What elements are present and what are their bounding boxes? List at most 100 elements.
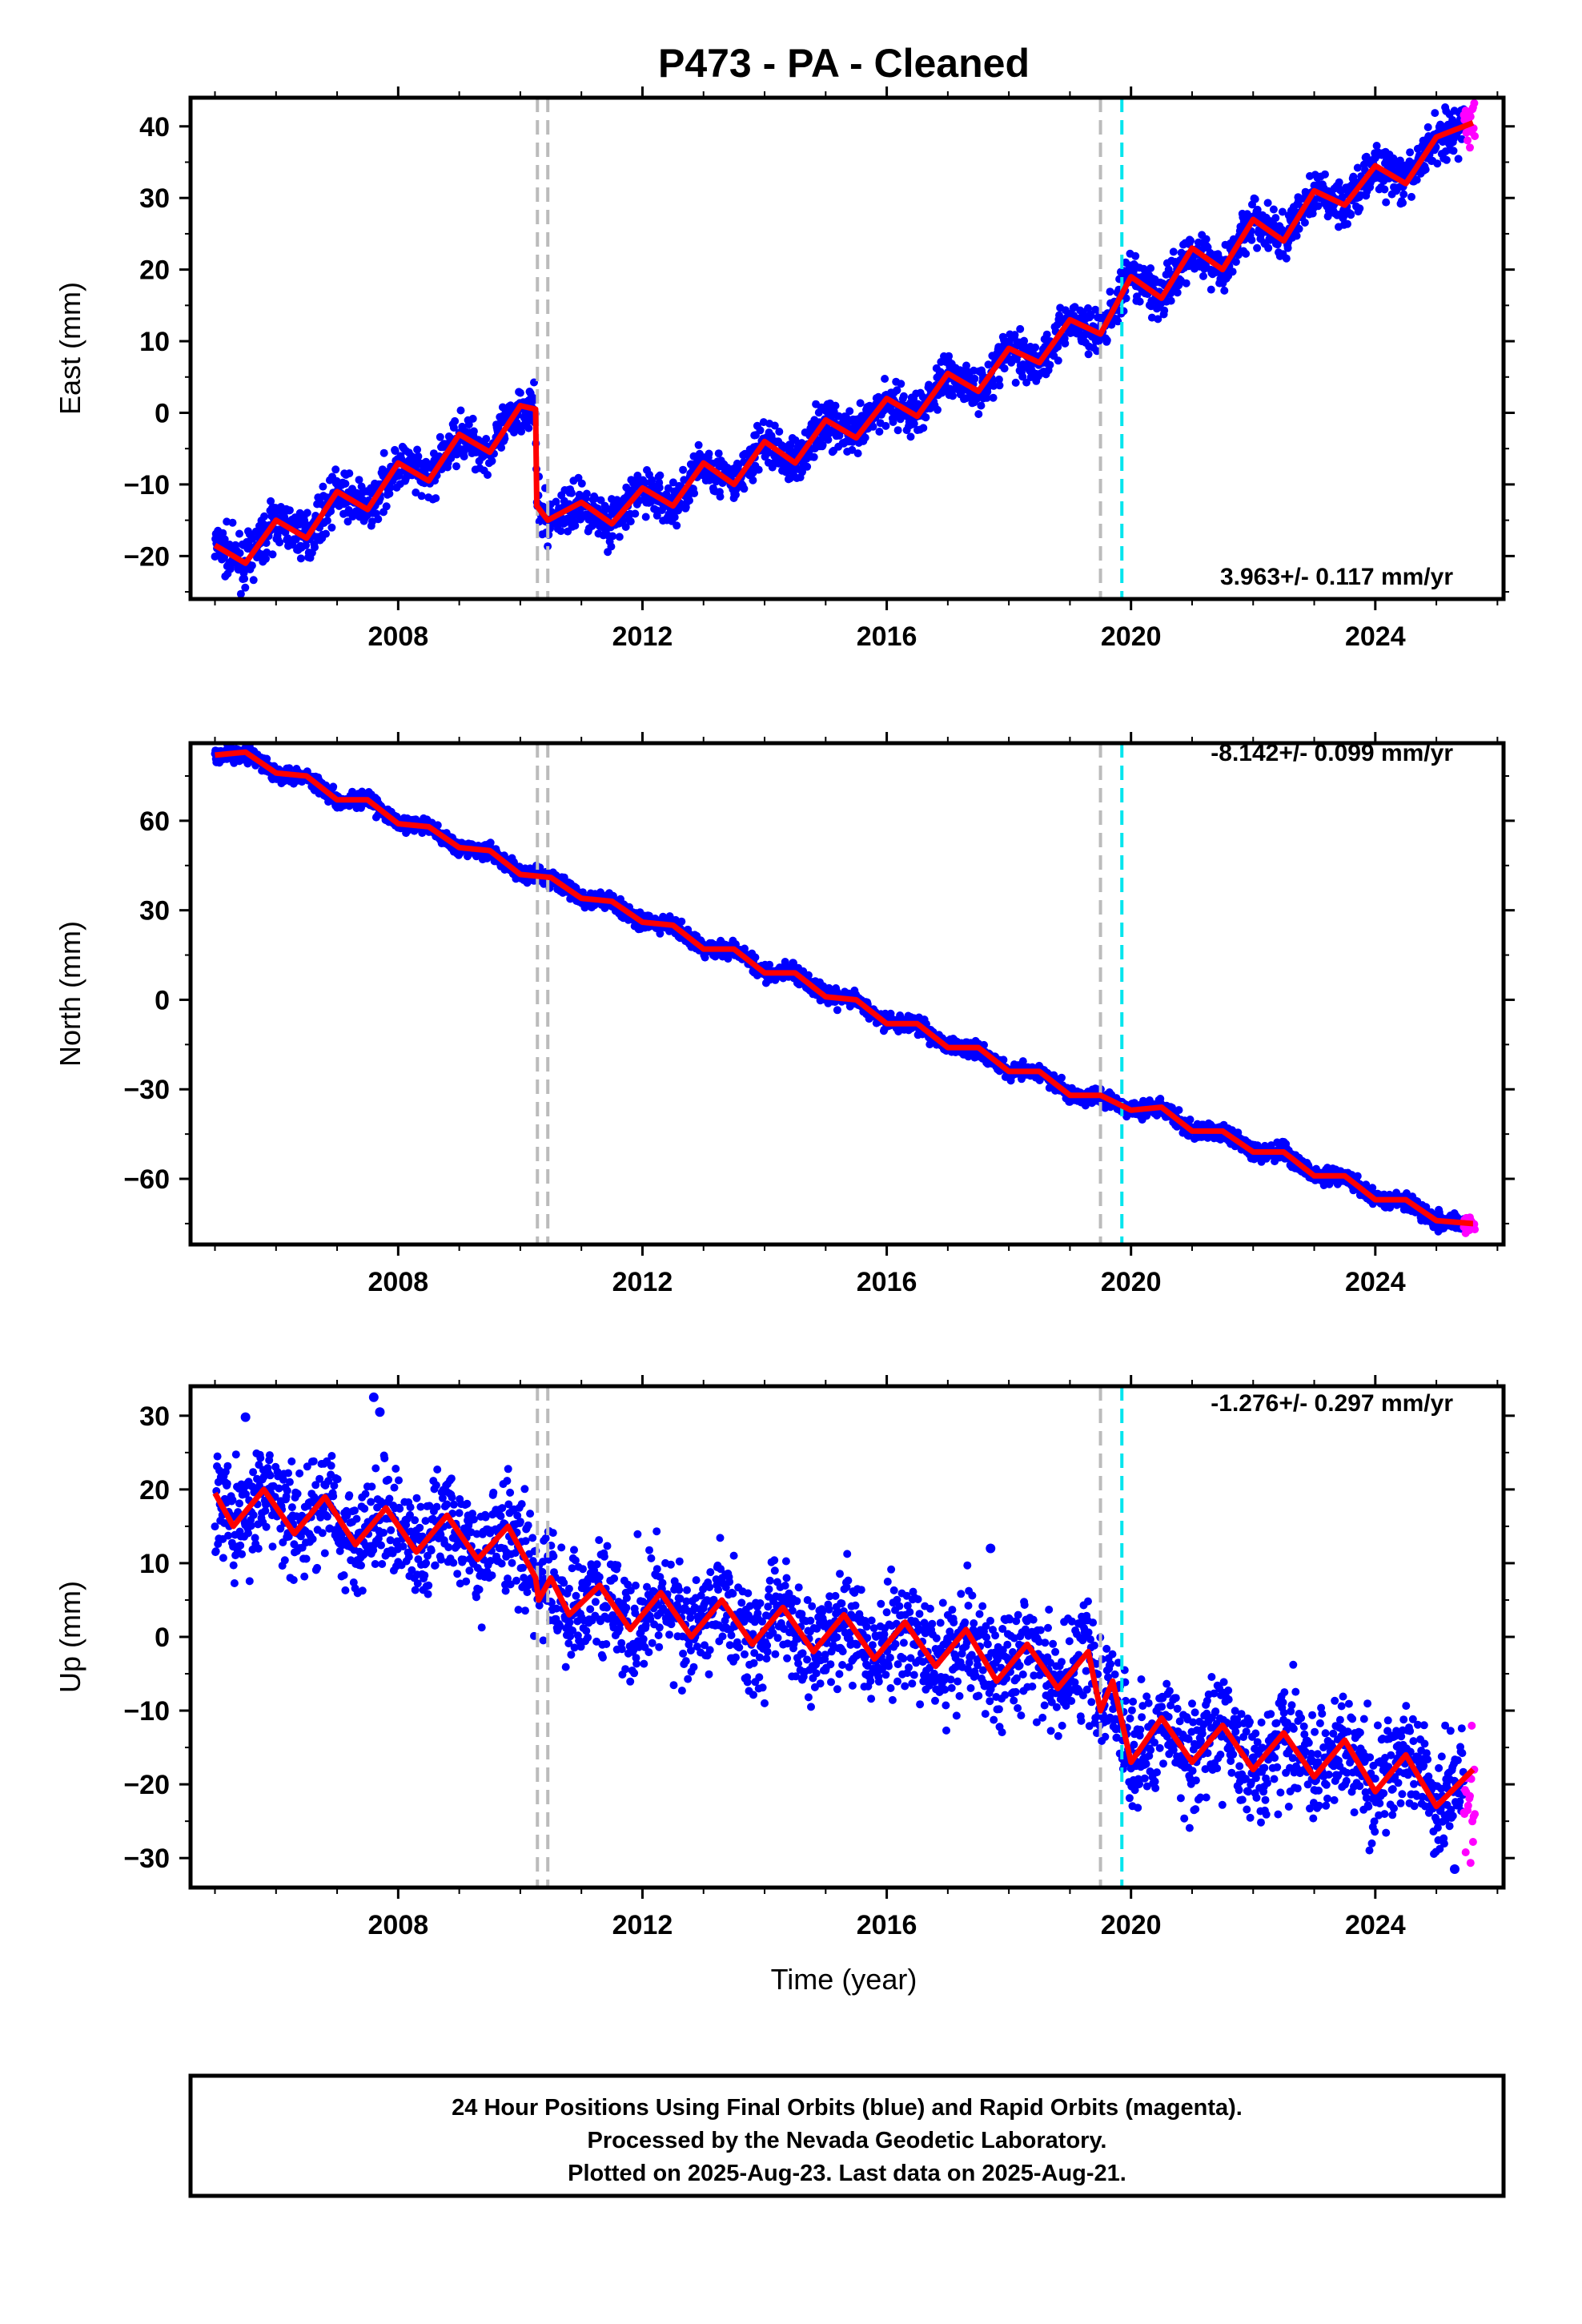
- final-orbit-point: [262, 554, 270, 563]
- final-orbit-point: [856, 399, 865, 408]
- final-orbit-point: [754, 465, 763, 474]
- final-orbit-point: [608, 532, 617, 541]
- y-tick-label: 40: [139, 112, 170, 143]
- final-orbit-point: [897, 380, 905, 388]
- final-orbit-point: [1421, 165, 1430, 174]
- final-orbit-point: [1046, 360, 1054, 369]
- final-orbit-point: [436, 432, 444, 441]
- final-orbit-point: [268, 550, 277, 559]
- final-orbit-point: [749, 476, 757, 485]
- final-orbit-point: [845, 407, 854, 416]
- final-orbit-point: [568, 489, 576, 497]
- y-tick-label: 0: [155, 398, 170, 428]
- final-orbit-point: [848, 445, 857, 454]
- final-orbit-point: [853, 449, 862, 458]
- final-orbit-point: [552, 497, 560, 506]
- final-orbit-point: [1011, 378, 1020, 387]
- final-orbit-point: [621, 523, 630, 531]
- final-orbit-point: [331, 465, 340, 474]
- y-tick-label: −20: [123, 541, 170, 572]
- final-orbit-point: [322, 529, 330, 538]
- final-orbit-point: [1406, 148, 1415, 157]
- final-orbit-point: [833, 1006, 841, 1015]
- final-orbit-point: [460, 452, 468, 460]
- final-orbit-point: [235, 549, 244, 557]
- final-orbit-point: [260, 512, 269, 521]
- final-orbit-point: [984, 360, 993, 369]
- final-orbit-points: [211, 103, 1468, 598]
- final-orbit-point: [432, 494, 440, 503]
- rapid-orbit-point: [1466, 112, 1475, 121]
- final-orbit-point: [488, 456, 496, 465]
- final-orbit-point: [451, 416, 460, 425]
- final-orbit-point: [974, 410, 983, 419]
- final-orbit-point: [524, 424, 533, 432]
- final-orbit-point: [1347, 211, 1355, 219]
- final-orbit-point: [1173, 288, 1182, 297]
- final-orbit-point: [303, 509, 311, 517]
- final-orbit-point: [1399, 190, 1408, 199]
- x-tick-label: 2020: [1101, 621, 1162, 652]
- final-orbit-point: [486, 838, 495, 847]
- final-orbit-point: [1300, 219, 1309, 227]
- final-orbit-point: [248, 534, 257, 543]
- final-orbit-point: [1433, 159, 1442, 168]
- model-fit-line: [212, 120, 1476, 566]
- final-orbit-point: [673, 521, 681, 530]
- final-orbit-point: [345, 469, 354, 478]
- final-orbit-point: [413, 445, 422, 454]
- final-orbit-point: [764, 448, 773, 457]
- y-tick-label: 10: [139, 327, 170, 357]
- final-orbit-point: [893, 386, 901, 395]
- final-orbit-point: [1207, 285, 1215, 294]
- final-orbit-point: [875, 428, 884, 436]
- final-orbit-point: [456, 406, 465, 415]
- final-orbit-point: [220, 535, 229, 544]
- final-orbit-point: [694, 440, 703, 449]
- final-orbit-point: [1018, 372, 1027, 381]
- final-orbit-point: [1084, 350, 1093, 359]
- final-orbit-point: [556, 527, 565, 536]
- final-orbit-points: [211, 743, 1468, 1236]
- final-orbit-point: [449, 424, 458, 432]
- final-orbit-point: [1264, 243, 1273, 252]
- final-orbit-point: [1102, 336, 1111, 344]
- final-orbit-point: [1228, 267, 1237, 276]
- final-orbit-point: [631, 509, 640, 518]
- final-orbit-point: [219, 529, 227, 537]
- final-orbit-point: [482, 435, 491, 443]
- final-orbit-point: [247, 561, 256, 570]
- final-orbit-point: [1220, 286, 1229, 295]
- final-orbit-point: [1399, 199, 1407, 207]
- final-orbit-point: [669, 478, 677, 487]
- final-orbit-point: [1355, 204, 1364, 213]
- final-orbit-point: [909, 420, 918, 428]
- final-orbit-point: [603, 505, 612, 513]
- final-orbit-point: [469, 427, 478, 436]
- final-orbit-point: [889, 418, 897, 426]
- y-tick-label: −10: [123, 470, 170, 501]
- y-tick-label: 30: [139, 183, 170, 214]
- final-orbit-point: [1263, 199, 1272, 207]
- final-orbit-point: [1253, 243, 1262, 252]
- final-orbit-point: [1106, 287, 1114, 296]
- figure-title: P473 - PA - Cleaned: [658, 41, 1030, 86]
- final-orbit-point: [240, 574, 249, 583]
- final-orbit-point: [391, 447, 400, 456]
- final-orbit-point: [327, 523, 336, 532]
- final-orbit-point: [893, 426, 902, 435]
- final-orbit-point: [803, 462, 812, 471]
- final-orbit-point: [990, 381, 998, 390]
- final-orbit-point: [791, 436, 800, 444]
- final-orbit-point: [881, 375, 889, 383]
- x-tick-label: 2012: [612, 621, 673, 652]
- final-orbit-point: [770, 421, 779, 430]
- final-orbit-point: [714, 449, 723, 458]
- final-orbit-point: [989, 393, 998, 402]
- final-orbit-point: [977, 401, 986, 410]
- final-orbit-point: [382, 502, 391, 511]
- final-orbit-point: [1160, 306, 1169, 315]
- final-orbit-point: [1335, 178, 1343, 187]
- final-orbit-point: [1020, 336, 1029, 345]
